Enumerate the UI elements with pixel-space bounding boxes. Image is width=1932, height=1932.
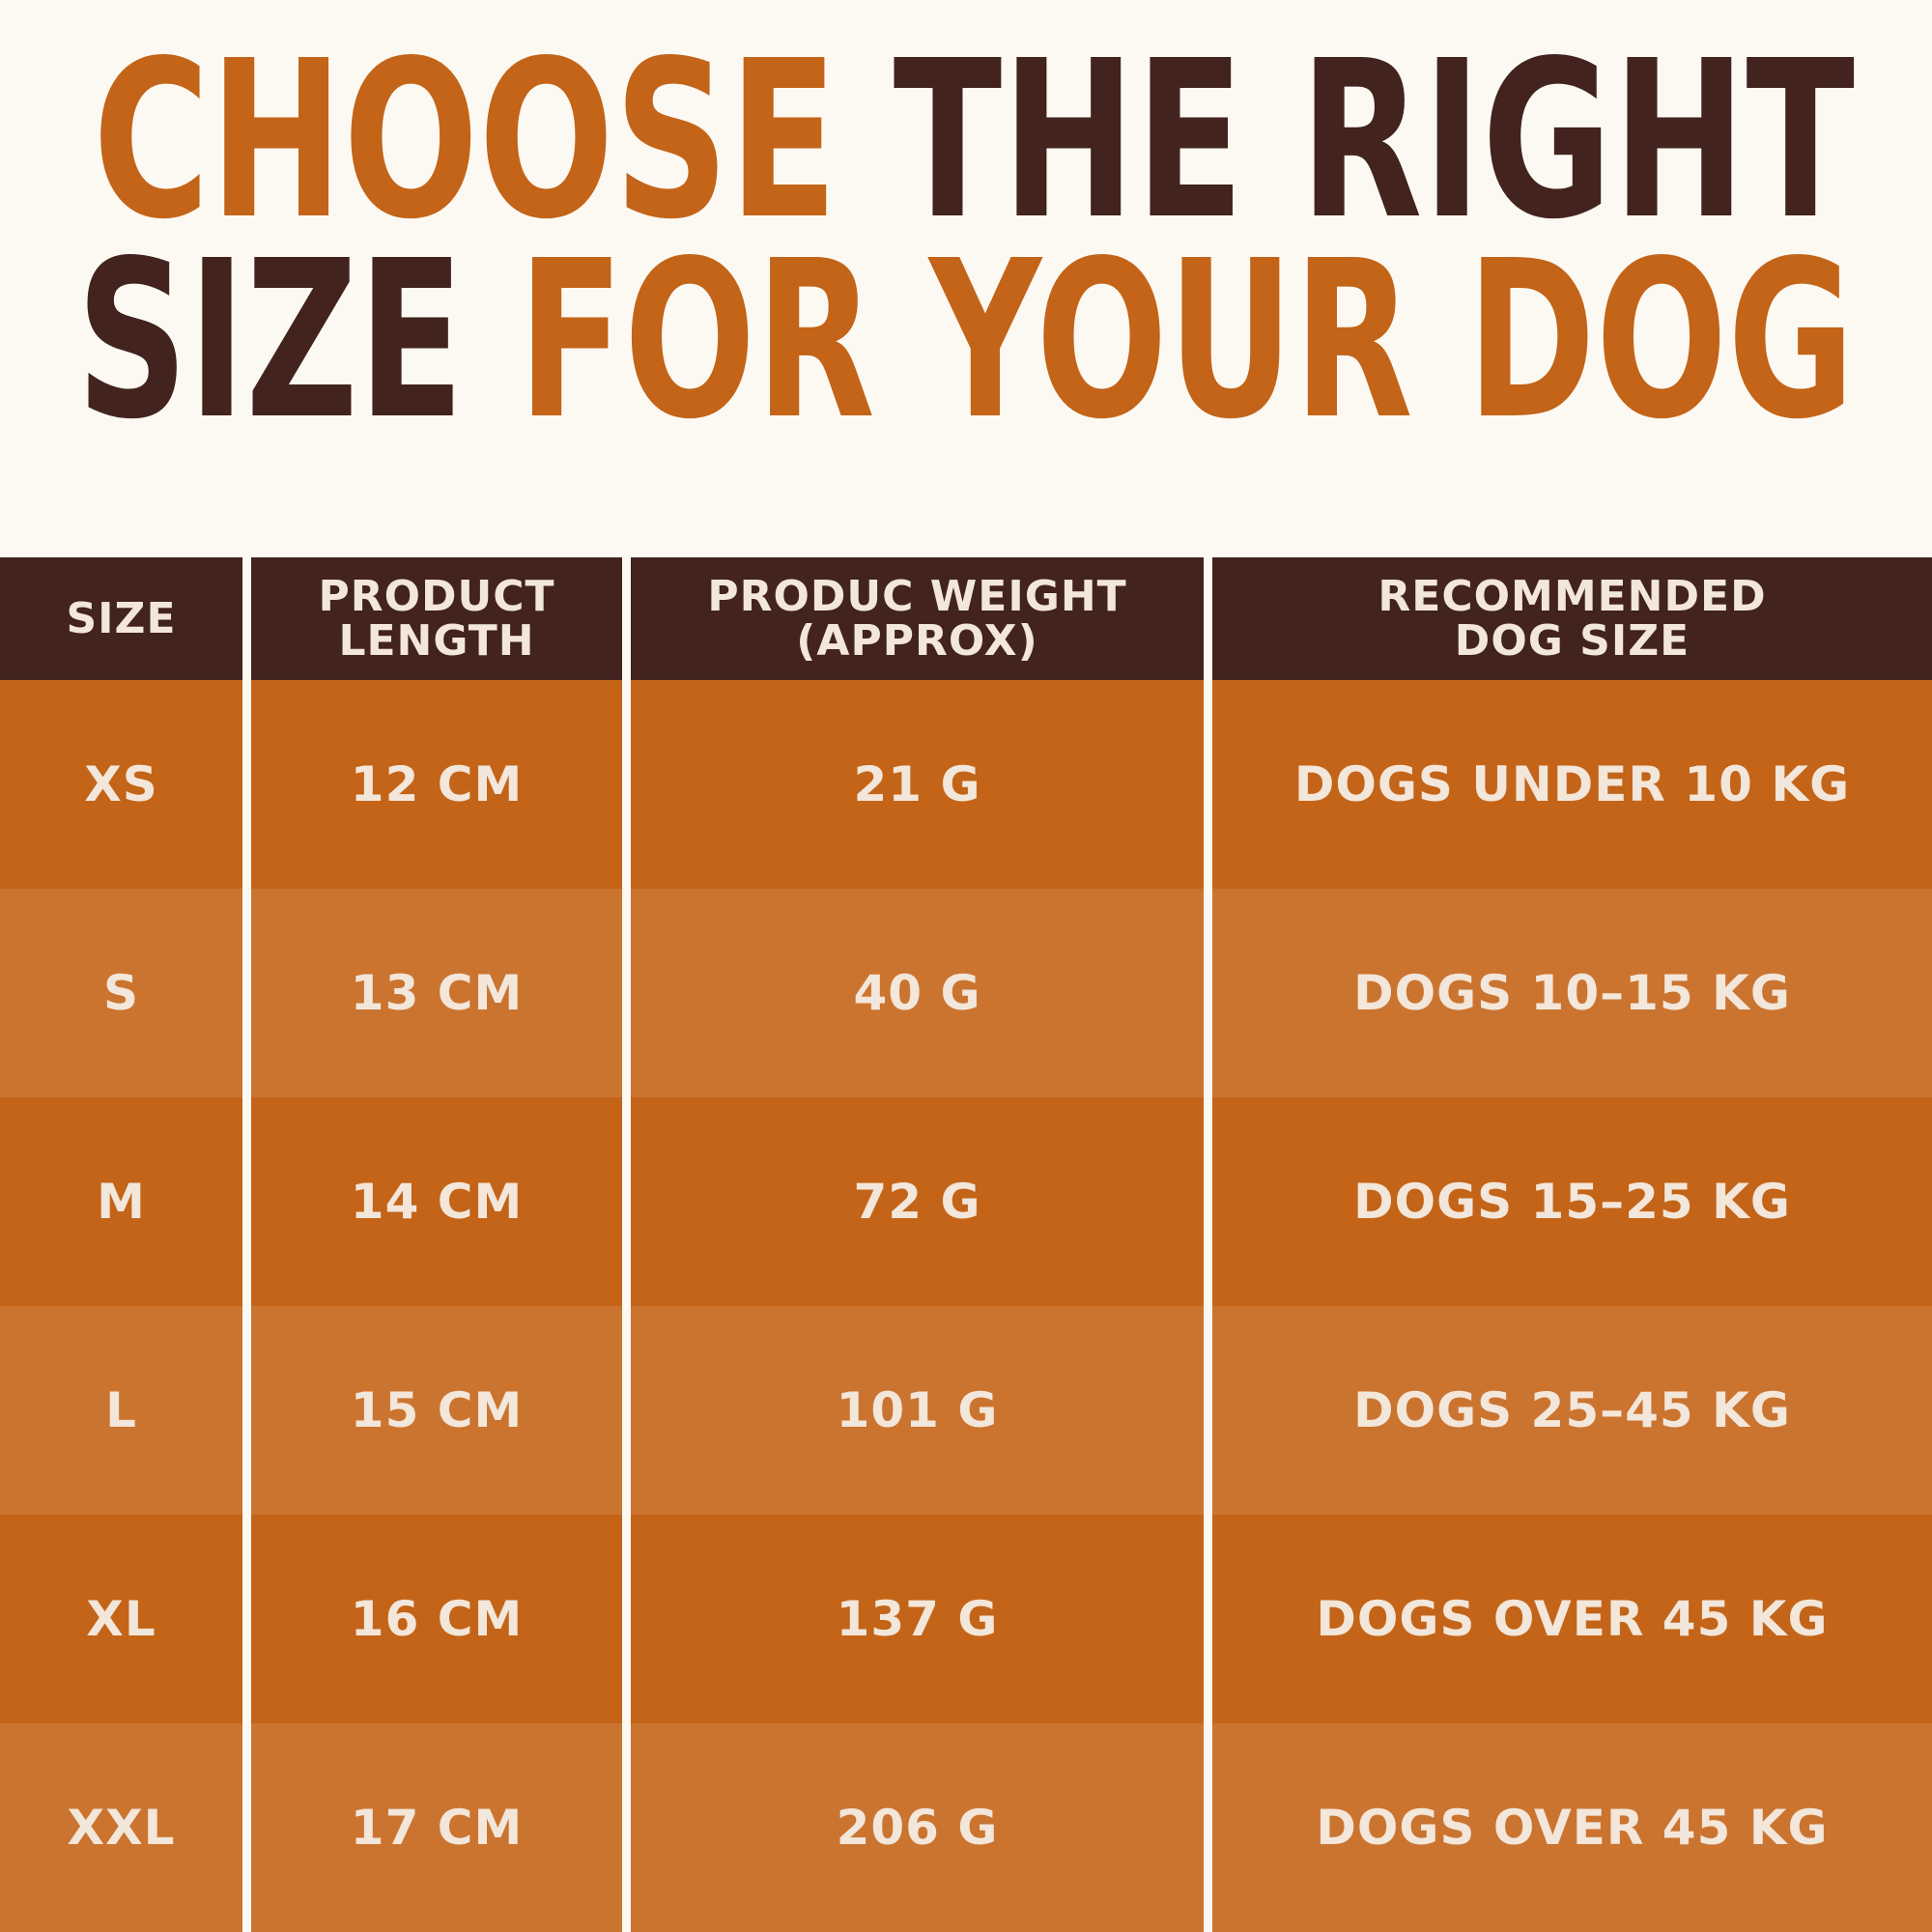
- table-cell: DOGS 15–25 KG: [1212, 1097, 1932, 1306]
- table-cell: XS: [0, 680, 242, 889]
- header-text: DOG SIZE: [1454, 615, 1690, 666]
- header-cell: PRODUCT LENGTH: [251, 557, 622, 680]
- table-cell: 72 G: [631, 1097, 1204, 1306]
- size-table: SIZE PRODUCT LENGTH PRODUC WEIGHT (APPROX) RE…: [0, 557, 1932, 1932]
- header-text: LENGTH: [338, 615, 535, 666]
- table-cell: L: [0, 1306, 242, 1515]
- header-cell: RECOMMENDED DOG SIZE: [1212, 557, 1932, 680]
- title: CHOOSE THE RIGHTSIZE FOR YOUR DOG: [76, 14, 1855, 468]
- table-cell: XL: [0, 1515, 242, 1723]
- header-cell: SIZE: [0, 557, 242, 680]
- header-text: PRODUC WEIGHT: [707, 571, 1127, 621]
- title-word: FOR YOUR DOG: [518, 214, 1855, 468]
- title-line: CHOOSE THE RIGHT: [93, 14, 1855, 268]
- table-cell: 21 G: [631, 680, 1204, 889]
- table-cell: 137 G: [631, 1515, 1204, 1723]
- table-cell: 13 CM: [251, 889, 622, 1097]
- header-text: PRODUCT: [318, 571, 555, 621]
- title-word: SIZE: [76, 214, 464, 468]
- header-text: RECOMMENDED: [1378, 571, 1767, 621]
- table-cell: 17 CM: [251, 1723, 622, 1932]
- table-cell: 16 CM: [251, 1515, 622, 1723]
- table-cell: DOGS OVER 45 KG: [1212, 1723, 1932, 1932]
- table-cell: DOGS OVER 45 KG: [1212, 1515, 1932, 1723]
- header-cell: PRODUC WEIGHT (APPROX): [631, 557, 1204, 680]
- table-cell: 206 G: [631, 1723, 1204, 1932]
- table-cell: S: [0, 889, 242, 1097]
- table-cell: 15 CM: [251, 1306, 622, 1515]
- table-cell: 101 G: [631, 1306, 1204, 1515]
- table-cell: DOGS UNDER 10 KG: [1212, 680, 1932, 889]
- title-line: SIZE FOR YOUR DOG: [76, 214, 1855, 468]
- table-cell: XXL: [0, 1723, 242, 1932]
- table-cell: 40 G: [631, 889, 1204, 1097]
- title-word: THE RIGHT: [894, 14, 1855, 268]
- header-text: SIZE: [66, 593, 177, 643]
- table-cell: DOGS 10–15 KG: [1212, 889, 1932, 1097]
- header-text: (APPROX): [796, 615, 1038, 666]
- table-cell: M: [0, 1097, 242, 1306]
- title-word: CHOOSE: [93, 14, 838, 268]
- table-cell: 14 CM: [251, 1097, 622, 1306]
- table-cell: DOGS 25–45 KG: [1212, 1306, 1932, 1515]
- table-cell: 12 CM: [251, 680, 622, 889]
